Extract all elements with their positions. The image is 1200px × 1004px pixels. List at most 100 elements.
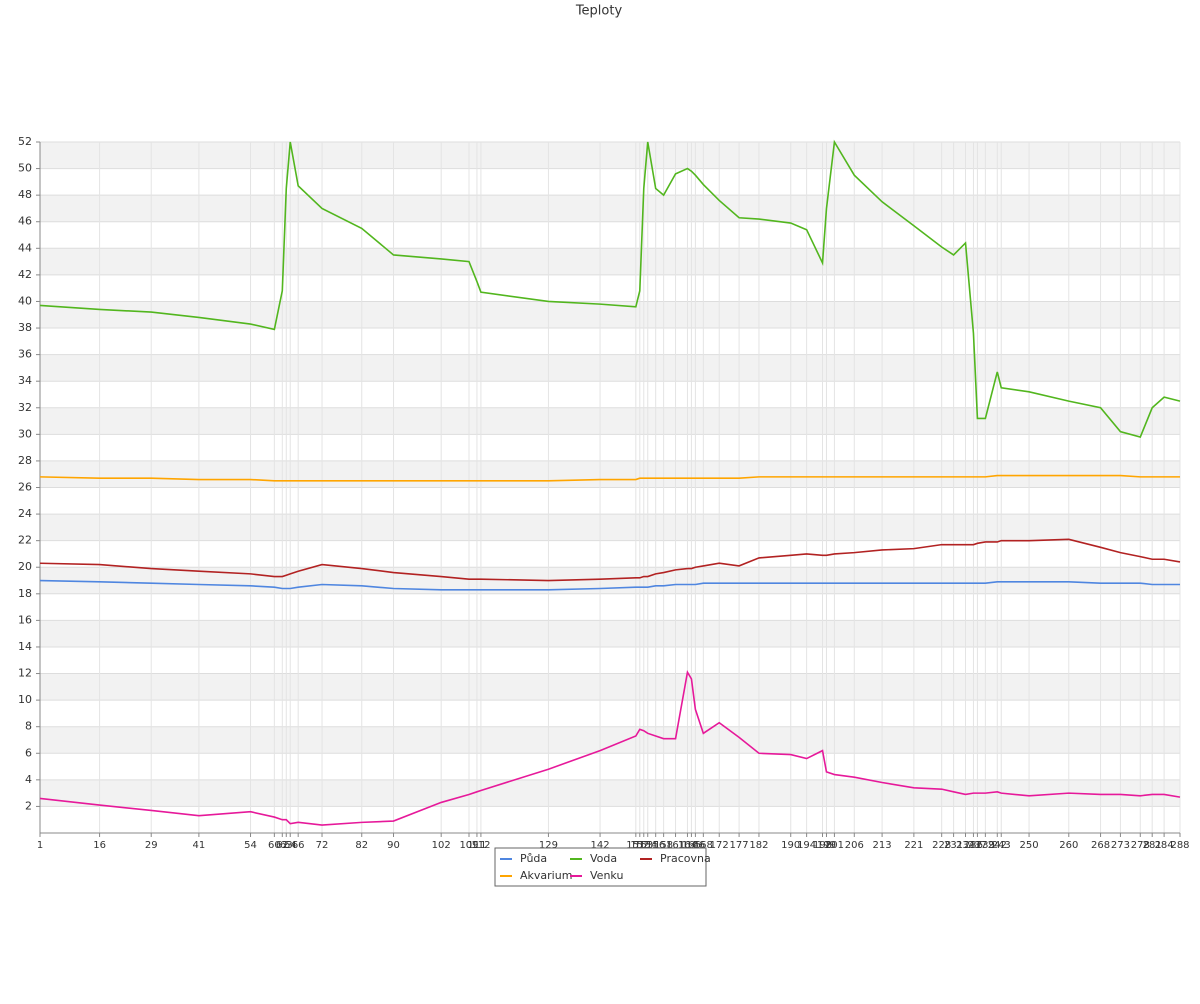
x-tick-label: 161	[666, 840, 685, 851]
x-tick-label: 234	[956, 840, 975, 851]
y-tick-label: 2	[25, 799, 32, 812]
x-tick-label: 62	[276, 840, 289, 851]
x-tick-label: 1	[37, 840, 43, 851]
y-tick-label: 24	[18, 507, 32, 520]
x-tick-label: 82	[355, 840, 368, 851]
x-tick-label: 165	[682, 840, 701, 851]
x-tick-label: 154	[638, 840, 657, 851]
x-tick-label: 243	[992, 840, 1011, 851]
x-tick-label: 90	[387, 840, 400, 851]
grid-band	[40, 673, 1180, 701]
x-tick-label: 288	[1170, 840, 1189, 851]
x-tick-label: 64	[284, 840, 297, 851]
x-tick-label: 168	[694, 840, 713, 851]
x-tick-label: 236	[964, 840, 983, 851]
y-tick-label: 22	[18, 534, 32, 547]
y-tick-label: 36	[18, 348, 32, 361]
x-tick-label: 260	[1059, 840, 1078, 851]
legend-label: Pracovna	[660, 852, 711, 865]
x-tick-label: 194	[797, 840, 816, 851]
legend: Půda Voda Pracovna Akvarium Venku	[494, 847, 711, 887]
y-tick-label: 50	[18, 162, 32, 175]
series-line	[39, 538, 1181, 582]
x-tick-label: 166	[686, 840, 705, 851]
y-tick-label: 28	[18, 454, 32, 467]
series-line	[39, 139, 1181, 438]
x-tick-label: 206	[845, 840, 864, 851]
y-tick-label: 32	[18, 401, 32, 414]
grid-band	[40, 301, 1180, 329]
grid-band	[40, 726, 1180, 754]
x-tick-label: 221	[904, 840, 923, 851]
x-tick-label: 66	[292, 840, 305, 851]
x-tick-label: 237	[968, 840, 987, 851]
x-tick-label: 284	[1155, 840, 1174, 851]
y-tick-label: 44	[18, 241, 32, 254]
x-tick-label: 172	[710, 840, 729, 851]
legend-label: Venku	[590, 869, 623, 882]
x-tick-label: 16	[93, 840, 106, 851]
x-tick-label: 158	[654, 840, 673, 851]
x-tick-label: 177	[730, 840, 749, 851]
x-tick-label: 273	[1111, 840, 1130, 851]
y-tick-label: 8	[25, 720, 32, 733]
x-tick-label: 281	[1143, 840, 1162, 851]
y-tick-label: 6	[25, 746, 32, 759]
x-tick-label: 109	[459, 840, 478, 851]
y-tick-label: 40	[18, 294, 32, 307]
x-tick-label: 242	[988, 840, 1007, 851]
series-line	[39, 474, 1180, 482]
y-tick-label: 34	[18, 374, 32, 387]
x-tick-label: 278	[1131, 840, 1150, 851]
x-tick-label: 63	[280, 840, 293, 851]
grid-band	[40, 354, 1180, 382]
y-tick-label: 46	[18, 215, 32, 228]
x-tick-label: 41	[193, 840, 206, 851]
grid-band	[40, 567, 1180, 594]
x-tick-label: 190	[781, 840, 800, 851]
series-line	[39, 579, 1180, 591]
legend-label: Voda	[590, 852, 617, 865]
grid-band	[40, 407, 1180, 435]
y-tick-label: 20	[18, 560, 32, 573]
x-tick-label: 156	[646, 840, 665, 851]
grid-band	[40, 248, 1180, 275]
y-tick-label: 48	[18, 188, 32, 201]
chart-title: Teploty	[575, 4, 623, 19]
grid-band	[40, 620, 1180, 647]
x-tick-label: 111	[467, 840, 486, 851]
y-tick-label: 16	[18, 613, 32, 626]
x-tick-label: 153	[634, 840, 653, 851]
x-tick-label: 198	[813, 840, 832, 851]
x-tick-label: 60	[268, 840, 281, 851]
grid-band	[40, 195, 1180, 222]
legend-label: Půda	[520, 852, 547, 865]
x-tick-label: 231	[944, 840, 963, 851]
series-line	[39, 669, 1181, 826]
x-tick-label: 250	[1020, 840, 1039, 851]
y-tick-label: 42	[18, 268, 32, 281]
x-tick-label: 201	[825, 840, 844, 851]
y-tick-label: 14	[18, 640, 32, 653]
y-tick-label: 4	[25, 773, 32, 786]
grid-band	[40, 460, 1180, 488]
x-tick-label: 164	[678, 840, 697, 851]
x-tick-label: 142	[591, 840, 610, 851]
y-tick-label: 10	[18, 693, 32, 706]
x-tick-label: 228	[932, 840, 951, 851]
y-tick-label: 38	[18, 321, 32, 334]
x-tick-label: 129	[539, 840, 558, 851]
x-tick-label: 72	[316, 840, 329, 851]
x-tick-label: 199	[817, 840, 836, 851]
y-tick-label: 12	[18, 667, 32, 680]
y-tick-label: 52	[18, 135, 32, 148]
grid-band	[40, 142, 1180, 169]
legend-box	[494, 847, 707, 887]
x-tick-label: 102	[432, 840, 451, 851]
x-tick-label: 112	[471, 840, 490, 851]
legend-label: Akvarium	[520, 869, 572, 882]
x-tick-label: 239	[976, 840, 995, 851]
x-tick-label: 54	[244, 840, 257, 851]
x-tick-label: 29	[145, 840, 158, 851]
y-tick-label: 18	[18, 587, 32, 600]
